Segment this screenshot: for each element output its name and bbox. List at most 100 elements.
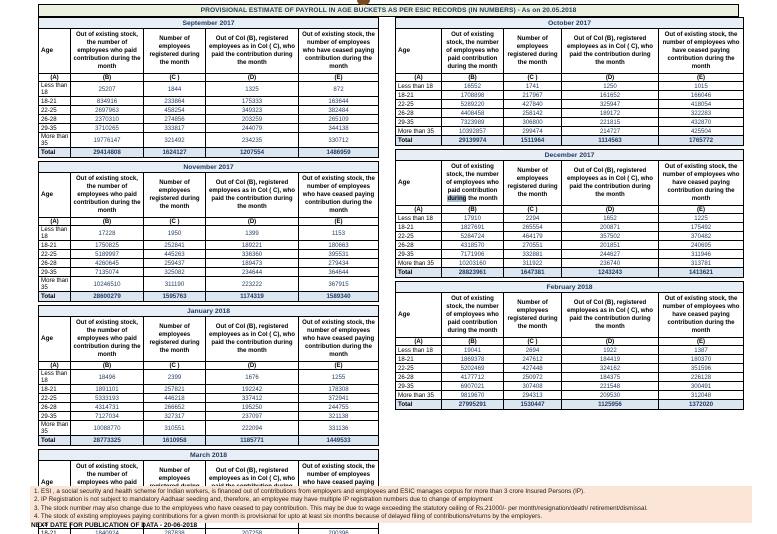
value-cell: 330712 [297,132,380,148]
column-letter: (A) [38,217,71,226]
value-cell: 234235 [205,132,299,148]
value-cell: 2399 [143,369,206,385]
value-cell: 161652 [561,90,659,100]
column-letter: (A) [395,205,442,214]
footnotes-block: 1. ESI , a social security and health sc… [30,486,752,524]
value-cell: 4408458 [441,108,504,118]
value-cell: 166046 [657,90,745,100]
total-value-cell: 1372020 [658,399,744,410]
value-cell: 294313 [503,390,562,400]
table-row: Less than 18 16552 1741 1250 1015 [395,81,745,91]
value-cell: 2694 [503,345,562,355]
column-header: Number of employees registered during th… [143,316,206,362]
column-letter: (C ) [503,337,562,346]
table-row: Less than 18 17910 2294 1652 1225 [395,213,745,223]
footnote-1: 1. ESI , a social security and health sc… [34,488,585,495]
total-value-cell: 1207554 [205,147,299,158]
month-title: February 2018 [395,281,744,293]
column-header: Out of existing stock, the number of emp… [657,28,745,74]
value-cell: 324162 [561,363,659,373]
value-cell: 195250 [205,402,299,412]
total-value-cell: 27995291 [441,399,504,410]
value-cell: 6907021 [441,381,504,391]
column-header: Out of Col (B), registered employees as … [561,28,659,74]
column-header: Age [38,28,71,74]
column-letter: (C ) [143,217,206,226]
age-bucket-label: 26-28 [38,402,71,412]
value-cell: 5189997 [70,249,144,259]
table-december-2017: December 2017 Age Out of existing stock, t… [394,149,745,278]
table-row: More than 35 9819670 294313 209530 312048 [395,390,744,400]
table-row: More than 35 10246510 311190 223222 367915 [38,276,379,292]
value-cell: 325082 [143,267,206,277]
value-cell: 310551 [143,420,206,436]
table-row: 29-35 6907021 307408 221548 300491 [395,381,744,391]
highlighted-word: during [447,194,467,202]
total-value-cell: 1511964 [503,135,562,146]
value-cell: 221815 [561,117,659,127]
column-letter: (A) [38,73,71,82]
column-letter: (E) [657,205,745,214]
column-header: Number of employees registered during th… [143,28,206,74]
value-cell: 1255 [297,369,380,385]
value-cell: 17910 [441,213,504,223]
value-cell: 299474 [503,126,562,136]
value-cell: 1325 [205,81,299,97]
total-value-cell: 29414808 [70,147,144,158]
value-cell: 3710265 [70,123,144,133]
total-value-cell: 1449533 [297,435,380,446]
column-letter: (B) [441,73,504,82]
value-cell: 5289220 [441,99,504,109]
total-value-cell: 1530447 [503,399,562,410]
value-cell: 311922 [503,258,562,268]
table-row: 22-25 5333193 446218 337412 372941 [38,393,380,403]
value-cell: 445263 [143,249,206,259]
value-cell: 834916 [70,96,144,106]
total-row: Total 28823961 1647381 1243243 1413621 [395,267,745,278]
value-cell: 1652 [561,213,659,223]
value-cell: 357502 [561,231,659,241]
emblem-partial-icon [357,0,370,5]
table-row: 29-35 7135074 325082 234644 364644 [38,267,379,277]
value-cell: 184419 [561,354,659,364]
value-cell: 322283 [657,108,745,118]
column-letter: (D) [205,361,299,370]
total-label: Total [395,267,442,278]
value-cell: 222094 [205,420,299,436]
value-cell: 265554 [503,222,562,232]
column-header: Out of existing stock, the number of emp… [658,292,744,338]
value-cell: 17228 [70,225,144,241]
value-cell: 446218 [143,393,206,403]
value-cell: 9819670 [441,390,504,400]
table-row: Less than 18 17228 1950 1399 1153 [38,225,379,241]
value-cell: 19776147 [70,132,144,148]
age-bucket-label: More than 35 [38,276,71,292]
table-row: 26-28 4260645 259437 189473 279434 [38,258,379,268]
column-letter: (C ) [503,73,562,82]
age-bucket-label: 22-25 [395,363,442,373]
value-cell: 25207 [70,81,144,97]
age-bucket-label: 18-21 [395,90,442,100]
value-cell: 7171906 [441,249,504,259]
table-row: More than 35 10203160 311922 236740 313781 [395,258,745,268]
value-cell: 1869378 [441,354,504,364]
value-cell: 1922 [561,345,659,355]
value-cell: 257821 [143,384,206,394]
value-cell: 207258 [205,528,299,534]
value-cell: 16552 [441,81,504,91]
column-letter: (C ) [503,205,562,214]
table-slot-november-2017: November 2017 Age Out of existing stock, t… [38,161,379,302]
total-label: Total [395,399,442,410]
table-row: 26-28 4314731 266652 195250 244755 [38,402,380,412]
age-bucket-label: 18-21 [38,528,71,534]
total-value-cell: 1610958 [143,435,206,446]
value-cell: 331136 [297,420,380,436]
total-value-cell: 1125956 [561,399,659,410]
value-cell: 2370310 [70,114,144,124]
value-cell: 274856 [143,114,206,124]
value-cell: 10246510 [70,276,144,292]
value-cell: 201851 [561,240,659,250]
table-november-2017: November 2017 Age Out of existing stock, t… [38,161,379,302]
column-header: Out of existing stock, the number of emp… [441,292,504,338]
table-row: 26-28 4408458 258142 189172 322283 [395,108,745,118]
